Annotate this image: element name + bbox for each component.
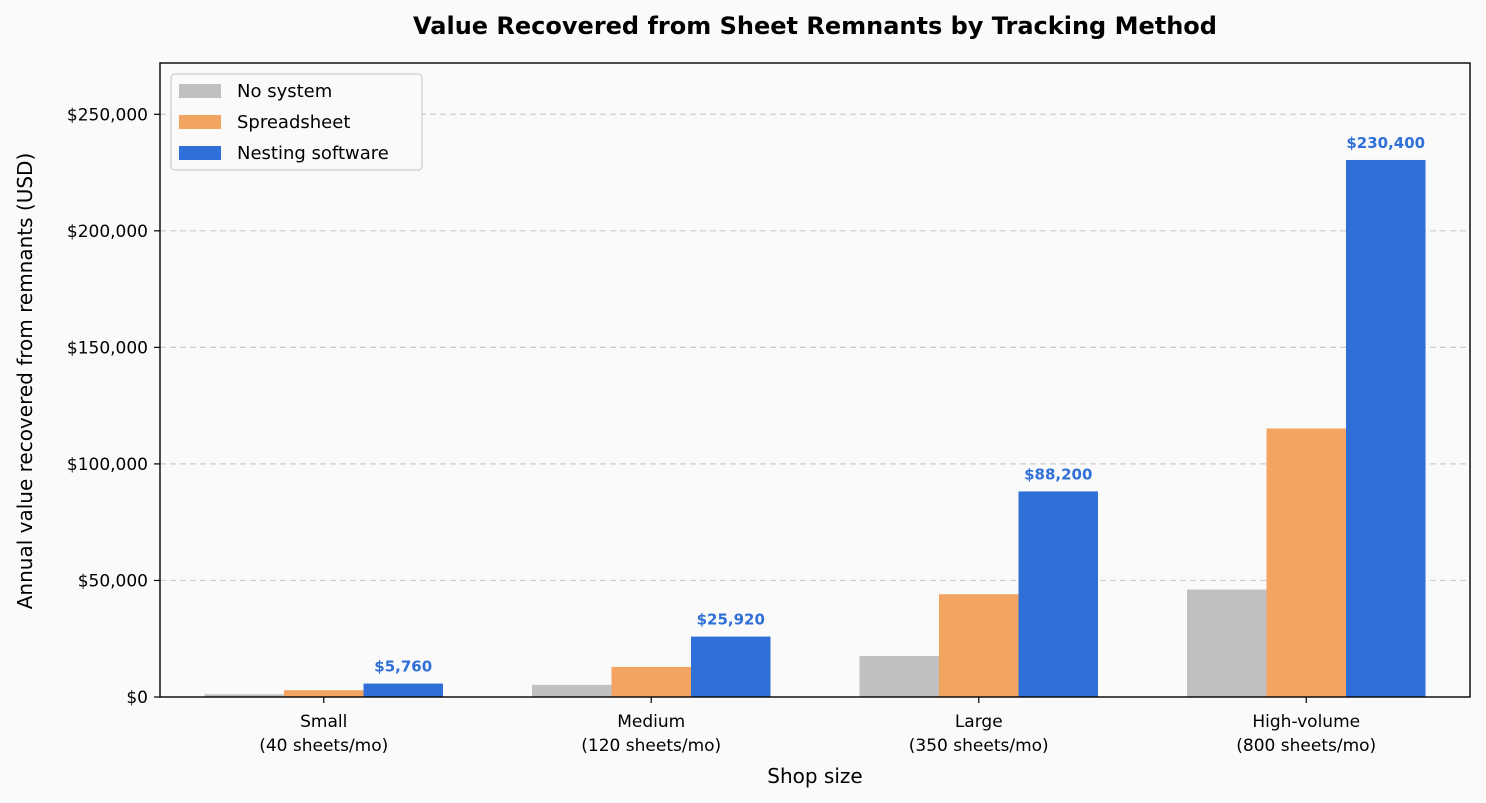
bar-no-system [532, 684, 612, 697]
x-tick-label: High-volume [1252, 712, 1360, 732]
bar-nesting-software [1346, 159, 1426, 697]
data-label: $88,200 [1024, 465, 1092, 483]
data-label: $5,760 [374, 658, 432, 676]
data-label: $230,400 [1346, 134, 1425, 152]
x-tick-label: (120 sheets/mo) [581, 736, 721, 756]
axes-frame [159, 62, 1471, 698]
legend: No system Spreadsheet Nesting software [170, 73, 423, 171]
bar-no-system [859, 655, 939, 697]
y-tick-label: $150,000 [67, 338, 148, 358]
legend-label: Nesting software [237, 143, 389, 164]
y-tick-label: $100,000 [67, 455, 148, 475]
y-tick-label: $200,000 [67, 222, 148, 242]
x-tick-label: (40 sheets/mo) [259, 736, 388, 756]
legend-swatch [179, 146, 221, 160]
bar-no-system [204, 694, 284, 697]
legend-box [170, 73, 423, 171]
bar-spreadsheet [611, 666, 691, 697]
x-tick-label: Large [955, 712, 1003, 732]
bar-spreadsheet [284, 690, 364, 697]
legend-swatch [179, 84, 221, 98]
y-tick-label: $0 [126, 688, 148, 708]
bar-nesting-software [691, 636, 771, 697]
bar-nesting-software [1018, 491, 1098, 697]
chart-title: Value Recovered from Sheet Remnants by T… [413, 12, 1217, 40]
bar-nesting-software [363, 683, 443, 697]
bar-no-system [1187, 589, 1267, 697]
x-tick-label: (350 sheets/mo) [909, 736, 1049, 756]
data-label: $25,920 [697, 611, 765, 629]
y-tick-label: $50,000 [78, 571, 148, 591]
legend-label: Spreadsheet [237, 112, 350, 133]
legend-swatch [179, 115, 221, 129]
x-tick-label: (800 sheets/mo) [1236, 736, 1376, 756]
bar-spreadsheet [939, 594, 1019, 697]
x-tick-label: Medium [617, 712, 685, 732]
x-axis-label: Shop size [767, 764, 862, 788]
y-tick-label: $250,000 [67, 105, 148, 125]
bar-spreadsheet [1266, 428, 1346, 697]
legend-label: No system [237, 81, 332, 102]
y-axis-label: Annual value recovered from remnants (US… [13, 153, 37, 610]
x-tick-label: Small [300, 712, 347, 732]
